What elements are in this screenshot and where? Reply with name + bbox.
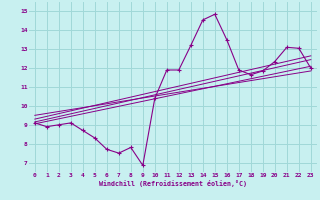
X-axis label: Windchill (Refroidissement éolien,°C): Windchill (Refroidissement éolien,°C) <box>99 180 247 187</box>
